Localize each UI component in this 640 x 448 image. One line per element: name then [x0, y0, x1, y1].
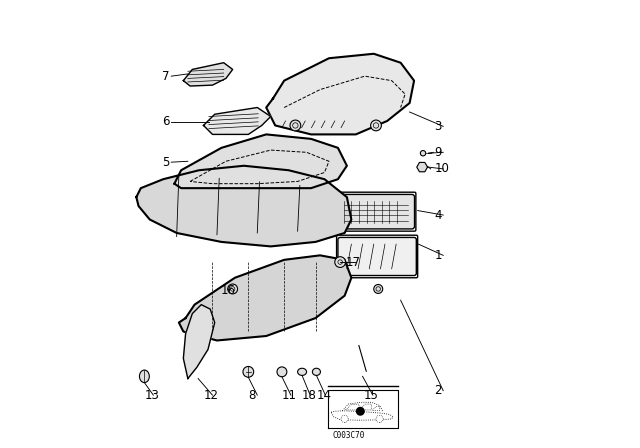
Circle shape: [277, 367, 287, 377]
Polygon shape: [174, 134, 347, 188]
Ellipse shape: [312, 368, 321, 375]
Circle shape: [341, 415, 348, 422]
Text: 15: 15: [364, 388, 379, 402]
Polygon shape: [204, 108, 271, 134]
Text: 1: 1: [435, 249, 442, 262]
Text: 2: 2: [435, 384, 442, 397]
Text: 14: 14: [316, 388, 332, 402]
Text: 17: 17: [346, 255, 361, 269]
Text: 13: 13: [145, 388, 159, 402]
Text: 10: 10: [435, 162, 449, 176]
Text: 7: 7: [163, 69, 170, 83]
Circle shape: [335, 257, 346, 267]
Text: 11: 11: [282, 388, 297, 402]
Text: 18: 18: [301, 388, 316, 402]
Circle shape: [243, 366, 253, 377]
Circle shape: [228, 284, 237, 294]
Text: 9: 9: [435, 146, 442, 159]
Polygon shape: [417, 163, 428, 172]
Circle shape: [374, 284, 383, 293]
Text: 8: 8: [248, 388, 256, 402]
Circle shape: [356, 407, 365, 416]
Circle shape: [371, 120, 381, 131]
Text: 4: 4: [435, 208, 442, 222]
Polygon shape: [184, 63, 233, 86]
Circle shape: [420, 151, 426, 156]
Polygon shape: [266, 54, 414, 134]
Ellipse shape: [140, 370, 149, 383]
Polygon shape: [136, 166, 351, 246]
FancyBboxPatch shape: [337, 194, 415, 229]
Text: 5: 5: [163, 155, 170, 169]
Circle shape: [376, 415, 383, 422]
Circle shape: [290, 120, 301, 131]
Text: C003C70: C003C70: [333, 431, 365, 440]
Text: 6: 6: [163, 115, 170, 129]
Polygon shape: [184, 305, 215, 379]
Text: 16: 16: [221, 284, 236, 297]
FancyArrowPatch shape: [359, 345, 366, 371]
Text: 3: 3: [435, 120, 442, 133]
Text: 12: 12: [204, 388, 218, 402]
Polygon shape: [179, 255, 351, 340]
FancyBboxPatch shape: [338, 237, 417, 276]
Ellipse shape: [298, 368, 307, 375]
